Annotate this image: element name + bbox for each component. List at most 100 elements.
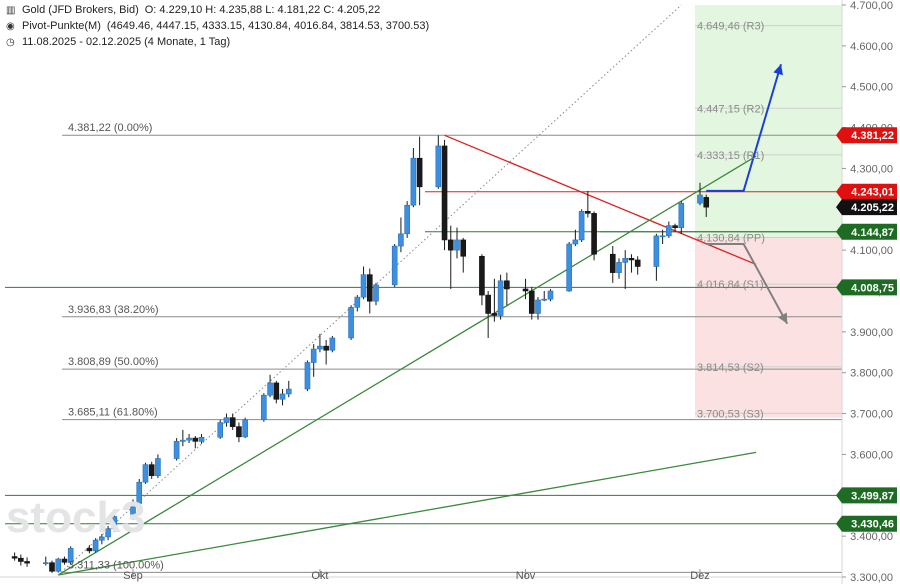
header-pivot-row[interactable]: ◉ Pivot-Punkte(M) (4649.46, 4447.15, 4333.… [6,20,429,32]
scenario-arrow-head-1 [778,312,788,324]
price-marker-4: 4.008,75 [836,279,897,296]
price-marker-label-5: 3.499,87 [851,490,894,502]
price-marker-label-3: 4.144,87 [851,227,894,239]
pivot-label-6: 3.700,53 (S3) [697,408,764,420]
level-lines [5,134,842,573]
trend-line-2 [58,451,757,576]
candle-body-42 [373,284,379,302]
candle-body-38 [348,307,354,339]
candle-body-27 [242,419,248,438]
candle-body-56 [497,280,504,316]
candle-body-5 [55,558,62,572]
price-marker-badge-5 [836,487,897,504]
candle-body-34 [310,348,317,363]
candle-body-30 [273,382,280,400]
candlesticks [11,135,710,573]
price-marker-badge-6 [836,515,897,532]
pivot-label-0: 4.649,46 (R3) [697,21,764,33]
price-marker-badge-4 [836,279,897,296]
y-tick-label-4: 3.700,00 [850,409,893,421]
candle-body-54 [485,294,491,314]
pivot-label-3: 4.130,84 (PP) [697,233,765,245]
candle-body-19 [180,439,186,442]
candle-body-79 [703,197,710,208]
time-axis: Sep Okt Nov Dez [0,569,842,582]
price-marker-badge-1 [836,183,897,200]
pivot-zone-0 [695,5,842,238]
pivot-values: (4649.46, 4447.15, 4333.15, 4130.84, 401… [106,20,430,32]
y-tick-label-6: 3.900,00 [850,327,893,339]
candle-body-10 [99,536,105,541]
indicator-toggle-icon[interactable]: ◉ [6,21,15,32]
candle-body-62 [547,290,554,300]
pivot-label-4: 4.016,84 (S1) [697,279,764,291]
price-marker-badge-3 [836,223,897,240]
candle-body-50 [447,239,454,251]
fib-label-0: 4.381,22 (0.00%) [68,122,152,134]
candle-body-31 [279,393,286,400]
candle-body-2 [24,561,30,564]
y-tick-label-13: 4.600,00 [850,41,893,53]
candle-body-71 [628,258,635,261]
candle-body-23 [217,422,224,438]
scenario-arrows [706,63,789,325]
candle-body-25 [229,417,236,427]
candle-body-46 [410,157,417,206]
candle-body-59 [528,290,535,314]
candle-body-13 [130,503,136,517]
candle-body-3 [42,562,49,565]
fib-label-2: 3.808,89 (50.00%) [68,356,159,368]
y-tick-label-1: 3.400,00 [850,531,893,543]
candle-body-55 [491,313,498,316]
y-tick-label-0: 3.300,00 [850,572,893,584]
candle-body-9 [92,539,99,552]
price-marker-1: 4.243,01 [836,183,897,200]
candle-body-75 [666,225,672,237]
candle-body-48 [435,145,442,188]
candle-body-14 [136,481,143,504]
candle-body-21 [192,437,199,442]
scenario-arrow-line-1 [706,243,789,325]
candle-body-39 [354,296,361,308]
candle-body-36 [323,345,329,351]
candle-body-32 [285,388,292,395]
x-tick-label-0: Sep [123,570,143,582]
price-marker-3: 4.144,87 [836,223,897,240]
pivot-zones [695,5,842,418]
clock-icon: ◷ [6,37,15,48]
trend-line-0 [444,134,757,266]
fib-label-3: 3.685,11 (61.80%) [68,407,158,419]
price-marker-label-1: 4.243,01 [851,187,894,199]
price-marker-label-2: 4.205,22 [851,202,894,214]
candle-body-1 [18,557,24,562]
candle-body-44 [398,233,404,247]
candle-body-63 [566,243,572,292]
candle-body-66 [585,211,591,214]
y-tick-label-14: 4.700,00 [850,0,893,12]
candle-body-65 [578,211,585,241]
candle-body-67 [591,213,597,255]
level-labels: 4.649,46 (R3) 4.447,15 (R2) 4.333,15 (R1) 4… [68,21,765,572]
candle-body-35 [317,345,323,350]
trend-line-3 [57,4,682,576]
candle-body-20 [186,437,192,441]
candle-body-77 [678,202,685,228]
candle-body-74 [659,235,666,238]
date-range: 11.08.2025 - 02.12.2025 (4 Monate, 1 Tag… [22,36,231,48]
candle-body-18 [173,441,180,459]
candle-body-69 [616,262,622,273]
fib-label-1: 3.936,83 (38.20%) [68,304,159,316]
y-tick-label-12: 4.500,00 [850,82,893,94]
candle-body-6 [61,558,68,563]
pivot-name: Pivot-Punkte(M) [22,20,101,32]
price-marker-label-6: 3.430,46 [851,519,894,531]
candle-body-53 [479,255,485,296]
candle-body-76 [672,225,678,228]
price-marker-5: 3.499,87 [836,487,897,504]
scenario-arrow-head-0 [773,64,783,76]
y-tick-label-8: 4.100,00 [850,245,893,257]
price-marker-badge-0 [836,127,897,144]
candle-body-15 [142,464,149,483]
candle-body-47 [416,157,423,188]
